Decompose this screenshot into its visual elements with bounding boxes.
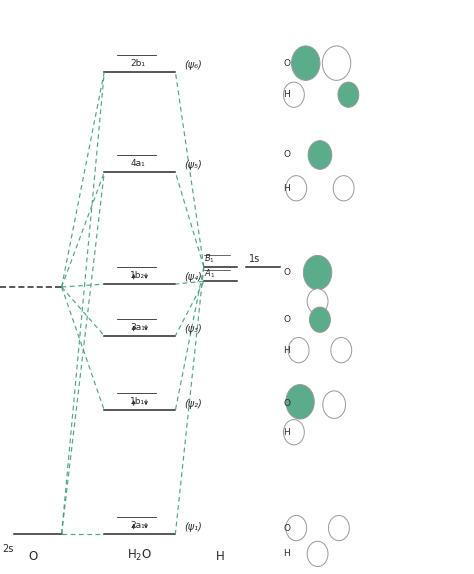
Text: 2s: 2s: [2, 544, 13, 554]
Text: O: O: [283, 523, 290, 533]
Circle shape: [331, 338, 352, 363]
Text: H: H: [283, 184, 290, 193]
Text: O: O: [283, 315, 290, 324]
Text: 1b₂: 1b₂: [130, 271, 145, 280]
Circle shape: [286, 515, 307, 541]
Circle shape: [288, 338, 309, 363]
Text: H$_2$O: H$_2$O: [127, 548, 153, 563]
Text: O: O: [28, 549, 38, 563]
Text: (ψ₂): (ψ₂): [184, 399, 201, 409]
Text: (ψ₆): (ψ₆): [184, 60, 201, 70]
Circle shape: [283, 82, 304, 107]
Circle shape: [303, 255, 332, 290]
Text: 4a₁: 4a₁: [130, 159, 145, 168]
Circle shape: [308, 141, 332, 169]
Text: O: O: [283, 59, 290, 68]
Circle shape: [283, 420, 304, 445]
Text: 1b₁: 1b₁: [130, 397, 145, 406]
Text: H: H: [283, 549, 290, 559]
Text: 3a₁: 3a₁: [130, 323, 145, 332]
Text: (ψ₁): (ψ₁): [184, 522, 201, 532]
Circle shape: [328, 515, 349, 541]
Text: H: H: [283, 428, 290, 437]
Circle shape: [310, 307, 330, 332]
Circle shape: [338, 82, 359, 107]
Text: (ψ₃): (ψ₃): [184, 324, 201, 334]
Text: (ψ₅): (ψ₅): [184, 161, 201, 170]
Text: O: O: [283, 150, 290, 160]
Circle shape: [333, 176, 354, 201]
Circle shape: [307, 289, 328, 314]
Circle shape: [292, 46, 320, 80]
Text: $A_1$: $A_1$: [204, 267, 216, 280]
Text: H: H: [283, 90, 290, 99]
Text: 1s: 1s: [249, 254, 260, 264]
Text: O: O: [283, 399, 290, 408]
Circle shape: [323, 391, 346, 418]
Text: O: O: [283, 268, 290, 277]
Circle shape: [322, 46, 351, 80]
Text: $B_1$: $B_1$: [204, 253, 215, 265]
Circle shape: [286, 176, 307, 201]
Text: H: H: [283, 346, 290, 355]
Circle shape: [307, 541, 328, 567]
Text: 2b₁: 2b₁: [130, 59, 145, 68]
Text: H: H: [216, 549, 225, 563]
Text: (ψ₄): (ψ₄): [184, 273, 201, 282]
Text: 2a₁: 2a₁: [130, 521, 145, 530]
Circle shape: [286, 385, 314, 419]
